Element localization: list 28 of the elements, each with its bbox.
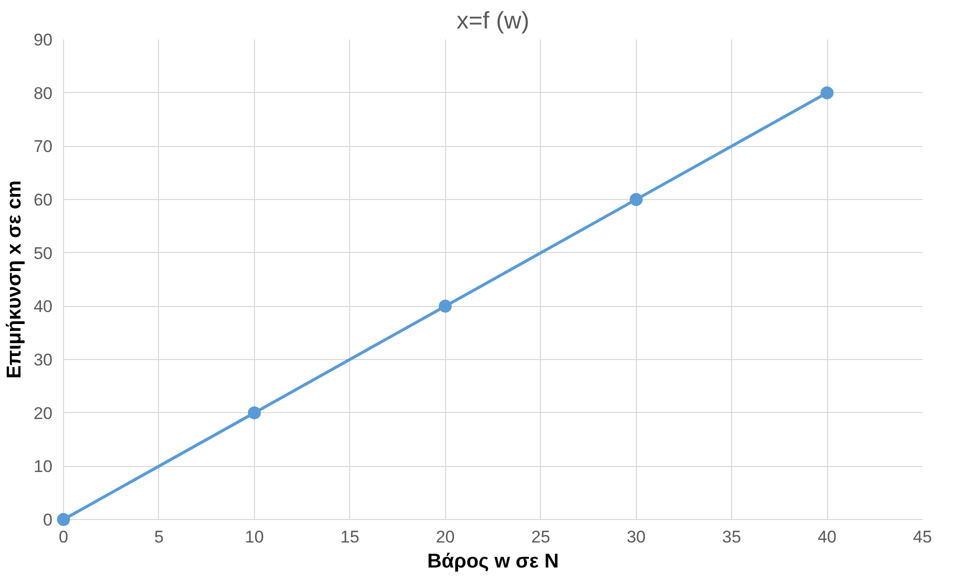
point — [57, 513, 70, 526]
y-tick-label: 80 — [34, 84, 53, 103]
x-tick-label: 25 — [531, 528, 550, 546]
x-axis-title: Βάρος w σε N — [427, 550, 559, 572]
x-tick-label: 30 — [626, 528, 646, 546]
y-tick-label: 10 — [34, 457, 53, 476]
x-tick-label: 15 — [340, 528, 360, 546]
x-tick-label: 40 — [818, 528, 837, 546]
point — [438, 300, 452, 313]
x-tick-label: 45 — [913, 528, 932, 546]
x-tick-label: 35 — [722, 528, 742, 546]
y-tick-label: 0 — [43, 510, 53, 530]
point — [630, 193, 643, 206]
y-tick-label: 70 — [34, 137, 53, 156]
y-tick-label: 50 — [34, 244, 53, 263]
y-tick-label: 40 — [34, 297, 53, 316]
x-tick-label: 20 — [436, 528, 455, 546]
y-tick-label: 20 — [34, 404, 53, 423]
y-tick-label: 60 — [34, 190, 53, 210]
chart-title: x=f (w) — [456, 8, 530, 34]
y-tick-label: 90 — [34, 30, 53, 50]
y-axis-title: Επιμήκυνση x σε cm — [4, 180, 26, 379]
x-tick-label: 5 — [154, 528, 164, 546]
y-tick-label: 30 — [34, 350, 53, 370]
x-tick-label: 0 — [58, 528, 68, 546]
point — [248, 406, 261, 420]
x-tick-label: 10 — [244, 528, 264, 546]
point — [820, 86, 834, 100]
